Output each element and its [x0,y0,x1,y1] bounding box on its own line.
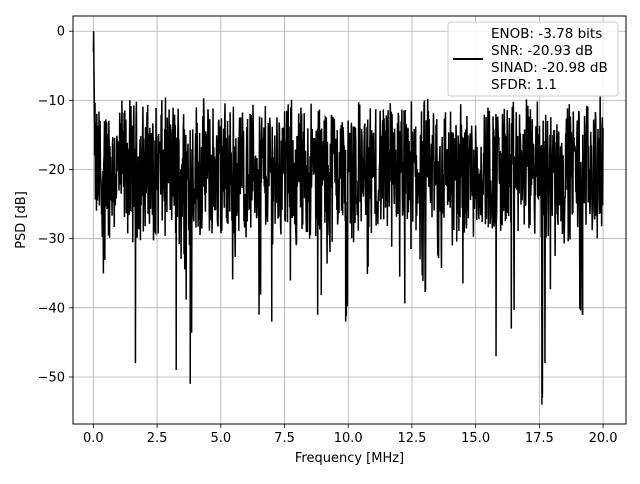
y-tick-label: −50 [38,370,65,385]
x-tick-label: 20.0 [589,431,618,446]
legend-sinad: SINAD: -20.98 dB [491,60,608,76]
y-tick-label: −10 [38,94,65,109]
x-tick-label: 17.5 [525,431,554,446]
x-axis-label: Frequency [MHz] [295,451,404,466]
x-tick-label: 5.0 [210,431,231,446]
psd-trace [92,31,604,405]
legend-box [447,21,619,97]
x-tick-label: 10.0 [334,431,363,446]
x-tick-label: 15.0 [461,431,490,446]
x-tick-label: 0.0 [83,431,104,446]
y-axis-label: PSD [dB] [14,191,29,249]
y-tick-label: −20 [38,163,65,178]
plot-frame [72,15,627,425]
legend: ENOB: -3.78 bits SNR: -20.93 dB SINAD: -… [447,21,619,97]
x-tick-label: 2.5 [147,431,168,446]
y-tick-label: −40 [38,301,65,316]
axis-ticks: 0.0 2.5 5.0 7.5 10.0 12.5 15.0 17.5 20.0 0 −10 −20 −… [38,25,618,446]
x-tick-label: 7.5 [274,431,295,446]
y-tick-label: 0 [57,25,65,40]
legend-enob: ENOB: -3.78 bits [491,26,602,42]
psd-series-line [92,31,604,405]
x-tick-label: 12.5 [397,431,426,446]
y-tick-label: −30 [38,232,65,247]
legend-snr: SNR: -20.93 dB [491,43,593,59]
legend-sfdr: SFDR: 1.1 [491,77,557,93]
